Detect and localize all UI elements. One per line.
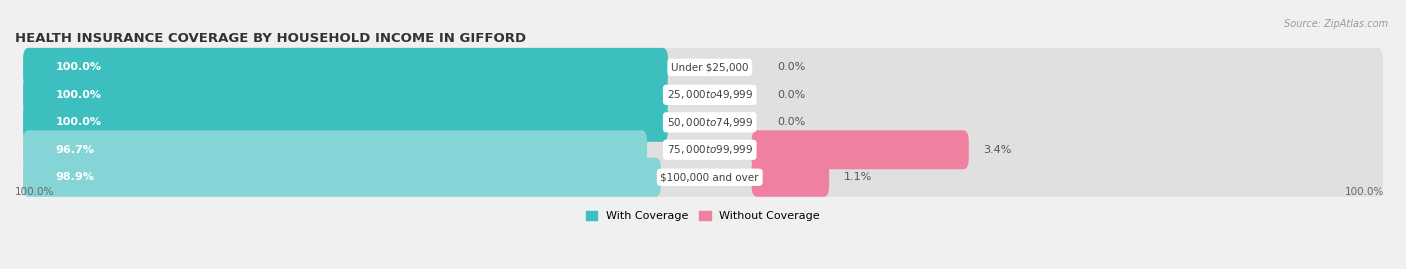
Text: 100.0%: 100.0% <box>15 187 55 197</box>
FancyBboxPatch shape <box>22 158 661 197</box>
FancyBboxPatch shape <box>22 130 647 169</box>
Text: $100,000 and over: $100,000 and over <box>661 172 759 182</box>
Text: Under $25,000: Under $25,000 <box>671 62 748 72</box>
FancyBboxPatch shape <box>22 48 1384 87</box>
FancyBboxPatch shape <box>22 103 1384 142</box>
Legend: With Coverage, Without Coverage: With Coverage, Without Coverage <box>582 206 824 225</box>
FancyBboxPatch shape <box>22 130 1384 169</box>
Text: 3.4%: 3.4% <box>984 145 1012 155</box>
FancyBboxPatch shape <box>752 130 969 169</box>
FancyBboxPatch shape <box>22 48 668 87</box>
Text: 98.9%: 98.9% <box>55 172 94 182</box>
FancyBboxPatch shape <box>752 158 830 197</box>
FancyBboxPatch shape <box>22 75 1384 114</box>
Text: 100.0%: 100.0% <box>1346 187 1385 197</box>
Text: 0.0%: 0.0% <box>778 90 806 100</box>
FancyBboxPatch shape <box>22 103 668 142</box>
Text: 0.0%: 0.0% <box>778 62 806 72</box>
Text: $50,000 to $74,999: $50,000 to $74,999 <box>666 116 752 129</box>
Text: 100.0%: 100.0% <box>55 117 101 127</box>
FancyBboxPatch shape <box>22 75 668 114</box>
Text: 1.1%: 1.1% <box>844 172 872 182</box>
Text: $25,000 to $49,999: $25,000 to $49,999 <box>666 88 752 101</box>
Text: $75,000 to $99,999: $75,000 to $99,999 <box>666 143 752 156</box>
Text: 0.0%: 0.0% <box>778 117 806 127</box>
Text: HEALTH INSURANCE COVERAGE BY HOUSEHOLD INCOME IN GIFFORD: HEALTH INSURANCE COVERAGE BY HOUSEHOLD I… <box>15 32 526 45</box>
Text: 100.0%: 100.0% <box>55 90 101 100</box>
Text: 100.0%: 100.0% <box>55 62 101 72</box>
Text: Source: ZipAtlas.com: Source: ZipAtlas.com <box>1284 19 1388 29</box>
FancyBboxPatch shape <box>22 158 1384 197</box>
Text: 96.7%: 96.7% <box>55 145 94 155</box>
